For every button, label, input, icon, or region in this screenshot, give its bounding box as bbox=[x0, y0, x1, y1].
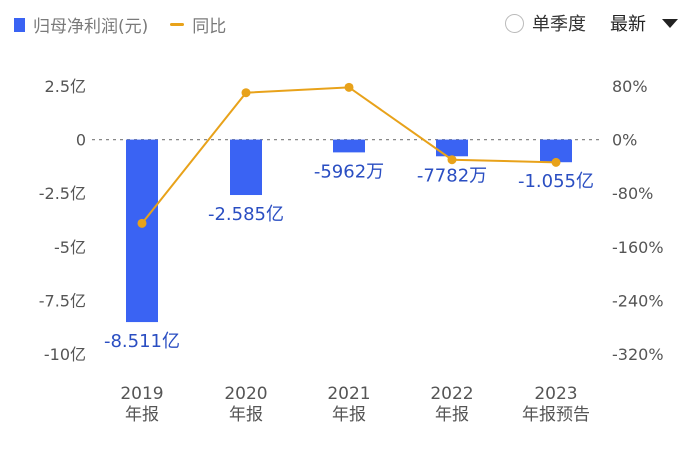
y-left-tick-label: -2.5亿 bbox=[39, 184, 86, 203]
single-quarter-label: 单季度 bbox=[532, 14, 586, 35]
yoy-line bbox=[141, 86, 557, 224]
legend-label-yoy: 同比 bbox=[192, 17, 227, 37]
y-left-tick-label: 0 bbox=[76, 131, 86, 150]
chart-controls: 单季度 最新 bbox=[505, 10, 678, 36]
y-right-tick-label: -80% bbox=[612, 184, 653, 203]
y-right-tick-label: -320% bbox=[612, 345, 664, 364]
line-swatch-icon bbox=[170, 23, 185, 26]
legend-item-net-profit[interactable]: 归母净利润(元) bbox=[14, 12, 148, 37]
bar-swatch-icon bbox=[14, 17, 25, 32]
y-left-tick-label: 2.5亿 bbox=[45, 77, 86, 96]
radio-circle-icon bbox=[505, 13, 524, 33]
bar-data-label: -1.055亿 bbox=[518, 171, 594, 192]
bar-data-label: -8.511亿 bbox=[104, 331, 180, 352]
bar-net-profit bbox=[230, 139, 262, 196]
x-tick-label-type: 年报 bbox=[229, 405, 263, 425]
y-left-tick-label: -7.5亿 bbox=[39, 291, 86, 310]
yoy-point bbox=[344, 82, 354, 92]
x-tick-label-year: 2021 bbox=[327, 384, 370, 404]
bar-net-profit bbox=[126, 139, 158, 323]
bar-net-profit bbox=[333, 139, 365, 153]
x-tick-label-year: 2022 bbox=[430, 384, 473, 404]
yoy-point bbox=[447, 155, 457, 165]
y-right-tick-label: 0% bbox=[612, 131, 637, 150]
legend: 归母净利润(元) 同比 bbox=[14, 12, 248, 37]
legend-item-yoy[interactable]: 同比 bbox=[170, 12, 226, 37]
x-tick-label-type: 年报预告 bbox=[522, 405, 590, 425]
period-dropdown[interactable]: 最新 bbox=[610, 10, 678, 36]
bar-data-label: -5962万 bbox=[314, 161, 384, 182]
period-dropdown-label: 最新 bbox=[610, 14, 646, 35]
y-right-tick-label: 80% bbox=[612, 77, 648, 96]
x-tick-label-type: 年报 bbox=[332, 405, 366, 425]
caret-down-icon bbox=[662, 18, 678, 28]
bar-data-label: -7782万 bbox=[417, 165, 487, 186]
x-tick-label-year: 2020 bbox=[224, 384, 267, 404]
x-tick-label-type: 年报 bbox=[125, 405, 159, 425]
yoy-point bbox=[551, 157, 561, 167]
y-left-tick-label: -5亿 bbox=[54, 238, 86, 257]
y-right-tick-label: -160% bbox=[612, 238, 664, 257]
x-tick-label-type: 年报 bbox=[435, 405, 469, 425]
yoy-point bbox=[137, 218, 147, 228]
chart-header: 归母净利润(元) 同比 单季度 最新 bbox=[0, 0, 700, 50]
x-tick-label-year: 2023 bbox=[534, 384, 577, 404]
yoy-point bbox=[241, 88, 251, 98]
single-quarter-radio[interactable]: 单季度 bbox=[505, 10, 586, 36]
bar-data-label: -2.585亿 bbox=[208, 204, 284, 225]
y-left-tick-label: -10亿 bbox=[44, 345, 86, 364]
bar-net-profit bbox=[540, 139, 572, 163]
x-tick-label-year: 2019 bbox=[120, 384, 163, 404]
legend-label-net-profit: 归母净利润(元) bbox=[33, 17, 149, 37]
y-right-tick-label: -240% bbox=[612, 291, 664, 310]
bar-net-profit bbox=[436, 139, 468, 157]
